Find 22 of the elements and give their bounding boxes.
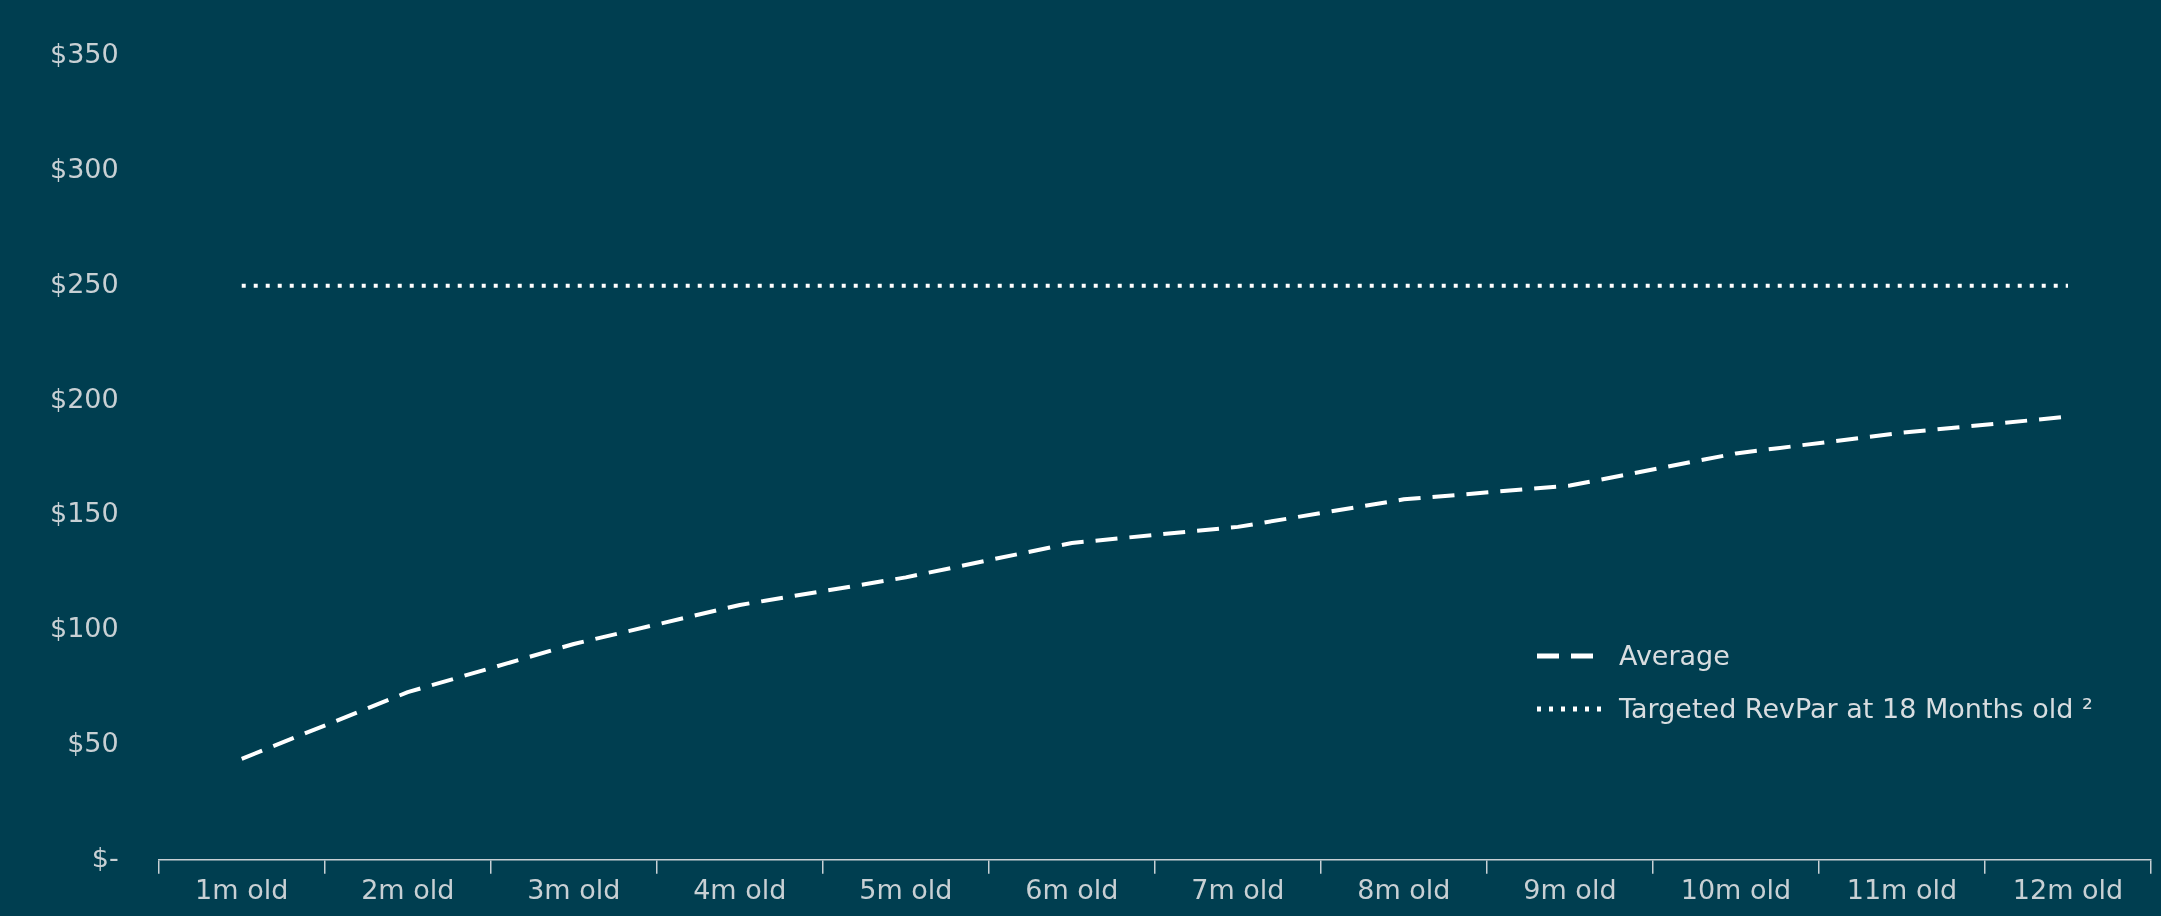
legend-label: Average — [1619, 640, 1730, 671]
x-tick-label: 3m old — [527, 874, 621, 906]
x-tick-label: 4m old — [693, 874, 787, 906]
x-tick-label: 6m old — [1025, 874, 1119, 906]
y-tick-label: $300 — [49, 153, 119, 185]
x-tick-label: 1m old — [195, 874, 289, 906]
y-tick-label: $- — [91, 841, 119, 873]
x-tick-label: 10m old — [1680, 874, 1792, 906]
y-tick-label: $50 — [67, 727, 119, 759]
y-tick-label: $200 — [49, 382, 119, 414]
x-tick-label: 12m old — [2012, 874, 2124, 906]
x-tick-label: 5m old — [859, 874, 953, 906]
x-tick-label: 11m old — [1846, 874, 1958, 906]
x-tick-label: 9m old — [1523, 874, 1617, 906]
y-tick-label: $250 — [49, 267, 119, 299]
x-tick-label: 8m old — [1357, 874, 1451, 906]
x-tick-label: 7m old — [1191, 874, 1285, 906]
x-tick-label: 2m old — [361, 874, 455, 906]
y-tick-label: $350 — [49, 38, 119, 70]
y-tick-label: $100 — [49, 612, 119, 644]
y-tick-label: $150 — [49, 497, 119, 529]
legend-label: Targeted RevPar at 18 Months old ² — [1619, 693, 2093, 724]
